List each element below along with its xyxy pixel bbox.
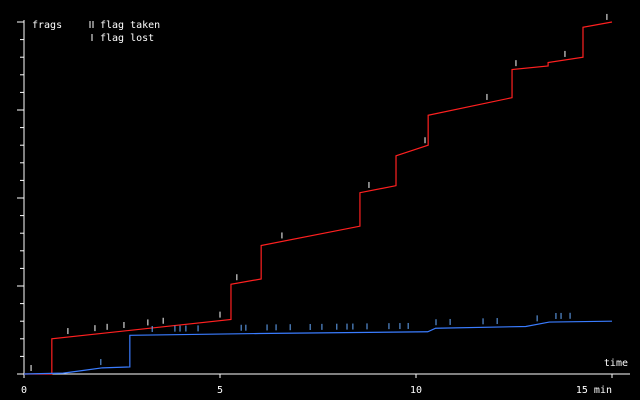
y-axis-label: frags — [32, 20, 62, 31]
series-line — [23, 320, 613, 375]
x-axis-label: time — [604, 358, 628, 369]
legend-label: flag taken — [100, 20, 160, 31]
x-tick-label: 10 — [410, 385, 422, 396]
x-tick-label: 0 — [21, 385, 27, 396]
series-line — [24, 21, 613, 375]
x-tick-label: 5 — [217, 385, 223, 396]
x-tick-label: 15 min — [576, 385, 612, 396]
legend-label: flag lost — [100, 33, 154, 44]
